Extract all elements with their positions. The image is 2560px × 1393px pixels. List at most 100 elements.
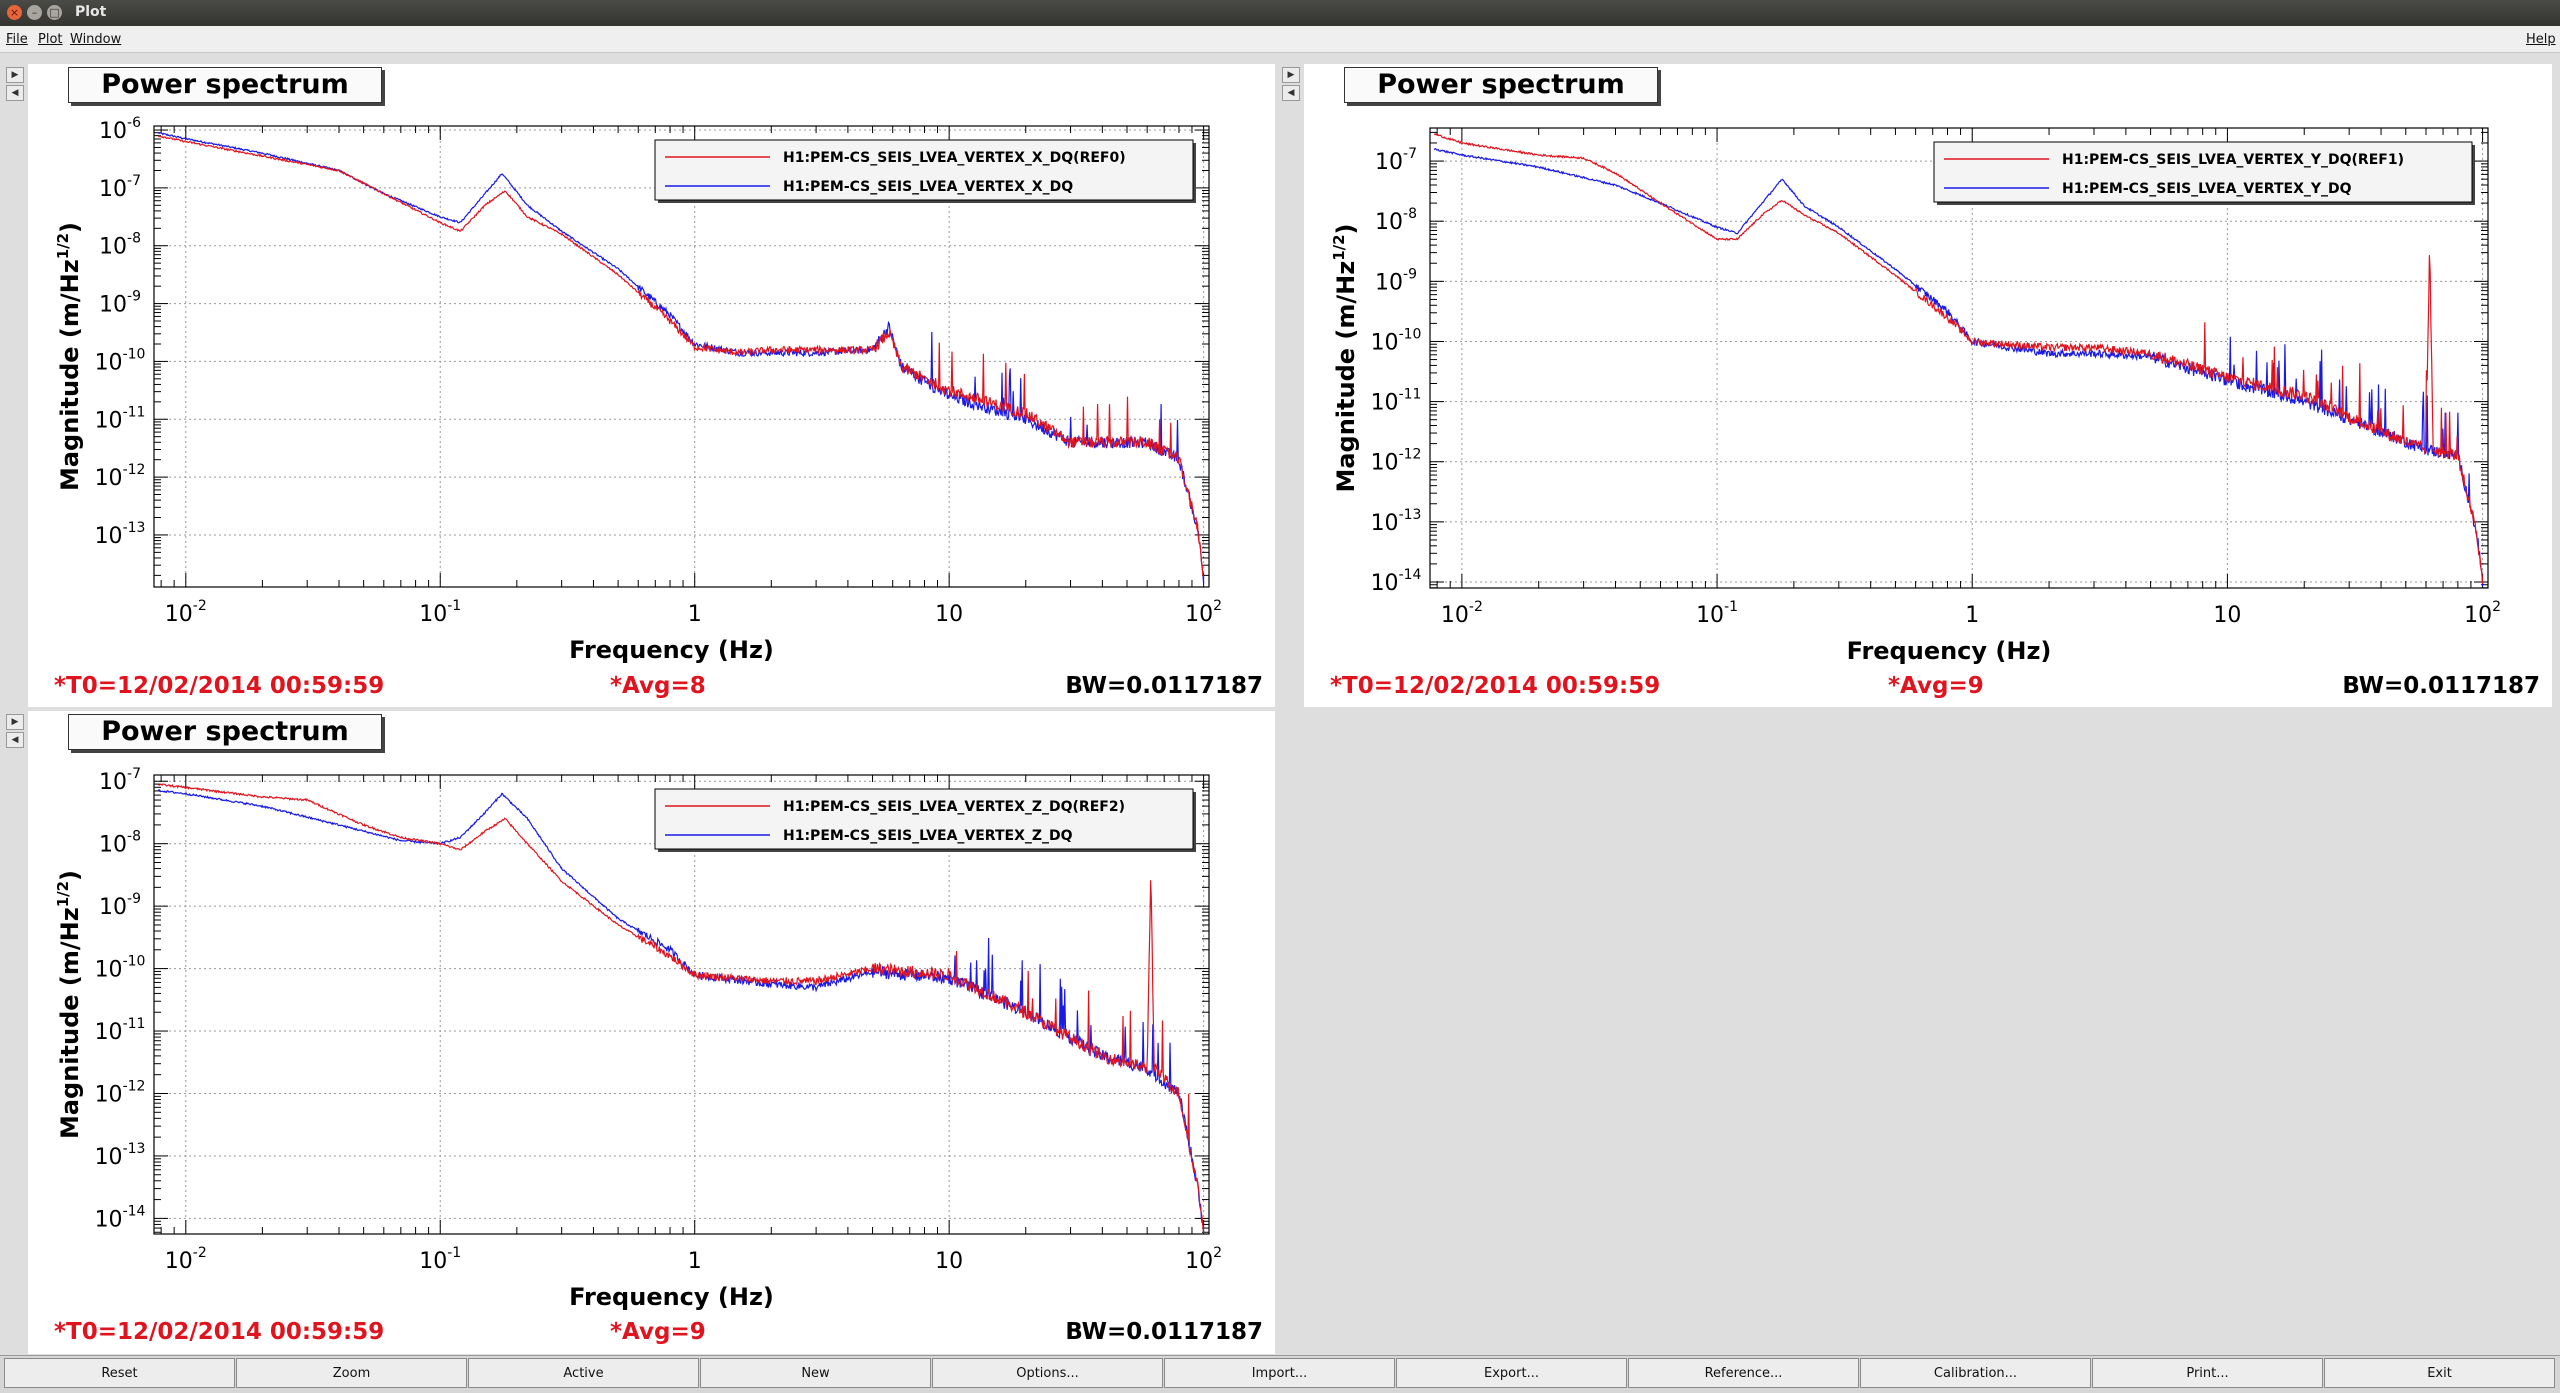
zoom-button[interactable]: Zoom [236, 1358, 467, 1388]
y-axis-label: Magnitude (m/Hz1/2) [54, 870, 84, 1139]
plot-frame [153, 125, 1210, 588]
y-tick-label: 10-14 [1371, 567, 1422, 596]
spectrum-panel-x[interactable]: Power spectrum 10-2 10-1 1 10 102 10-6 10-7 10-… [28, 64, 1275, 707]
x-axis-label: Frequency (Hz) [569, 1283, 774, 1311]
pad-collapse-left-icon[interactable]: ◀ [6, 732, 24, 748]
window-title: Plot [75, 4, 107, 20]
y-tick-label: 10-8 [99, 829, 141, 858]
pad-expand-right-icon[interactable]: ▶ [6, 714, 24, 730]
pad-expand-right-icon[interactable]: ▶ [6, 67, 24, 83]
menu-plot[interactable]: Plot [38, 32, 63, 47]
button-bar: Reset Zoom Active New Options... Import.… [0, 1355, 2560, 1393]
legend-entry: H1:PEM-CS_SEIS_LVEA_VERTEX_Y_DQ(REF1) [2062, 152, 2404, 168]
legend-entry: H1:PEM-CS_SEIS_LVEA_VERTEX_Z_DQ(REF2) [783, 799, 1125, 815]
bw-label: BW=0.0117187 [1065, 1319, 1263, 1345]
minimize-icon[interactable]: – [27, 5, 42, 20]
panel-title: Power spectrum [68, 67, 382, 103]
y-tick-label: 10-7 [99, 173, 141, 202]
y-tick-label: 10-14 [95, 1203, 146, 1232]
x-tick-label: 102 [1185, 1245, 1222, 1274]
y-tick-label: 10-9 [99, 289, 141, 318]
series-line [1433, 132, 2484, 584]
options-button[interactable]: Options... [932, 1358, 1163, 1388]
x-tick-label: 10 [935, 602, 963, 627]
y-tick-label: 10-12 [95, 1078, 146, 1107]
export-button[interactable]: Export... [1396, 1358, 1627, 1388]
y-tick-label: 10-11 [95, 404, 146, 433]
window-titlebar: × – □ Plot [0, 0, 2560, 26]
import-button[interactable]: Import... [1164, 1358, 1395, 1388]
y-tick-label: 10-12 [95, 462, 146, 491]
x-axis-label: Frequency (Hz) [1847, 637, 2052, 665]
y-axis-label: Magnitude (m/Hz1/2) [1330, 223, 1360, 492]
menu-help[interactable]: Help [2526, 32, 2556, 47]
close-icon[interactable]: × [7, 5, 22, 20]
y-tick-label: 10-7 [1375, 146, 1417, 175]
panel-title: Power spectrum [68, 714, 382, 750]
menu-bar: File Plot Window Help [0, 26, 2560, 53]
y-tick-label: 10-12 [1371, 447, 1422, 476]
pad-collapse-left-icon[interactable]: ◀ [6, 85, 24, 101]
y-tick-label: 10-10 [1371, 326, 1422, 355]
legend-entry: H1:PEM-CS_SEIS_LVEA_VERTEX_X_DQ [783, 179, 1073, 195]
power-spectrum-chart-z[interactable]: 10-2 10-1 1 10 10210-710-810-910-1010-1110-1… [28, 711, 1275, 1354]
active-button[interactable]: Active [468, 1358, 699, 1388]
y-tick-label: 10-13 [95, 1141, 146, 1170]
legend-entry: H1:PEM-CS_SEIS_LVEA_VERTEX_Z_DQ [783, 828, 1073, 844]
legend-box [1933, 141, 2473, 203]
y-tick-label: 10-7 [99, 766, 141, 795]
series-line [158, 135, 1205, 578]
x-tick-label: 1 [1965, 603, 1979, 628]
t0-label: *T0=12/02/2014 00:59:59 [54, 1319, 385, 1345]
y-tick-label: 10-11 [95, 1016, 146, 1045]
power-spectrum-chart-y[interactable]: 10-2 10-1 1 10 10210-710-810-910-1010-1110-1… [1304, 64, 2552, 707]
x-axis-label: Frequency (Hz) [569, 636, 774, 664]
x-tick-label: 10-2 [1441, 599, 1483, 628]
power-spectrum-chart-x[interactable]: 10-2 10-1 1 10 10210-610-710-810-910-1010-11… [28, 64, 1275, 707]
avg-label: *Avg=9 [610, 1319, 706, 1345]
panel-title: Power spectrum [1344, 67, 1658, 103]
pad-collapse-left-icon[interactable]: ◀ [1282, 85, 1300, 101]
pad-expand-right-icon[interactable]: ▶ [1282, 67, 1300, 83]
spectrum-panel-z[interactable]: Power spectrum 10-2 10-1 1 10 102 10-7 10-8 10-… [28, 711, 1275, 1354]
print-button[interactable]: Print... [2092, 1358, 2323, 1388]
menu-file[interactable]: File [6, 32, 28, 47]
x-tick-label: 10-1 [419, 1245, 461, 1274]
y-tick-label: 10-13 [1371, 507, 1422, 536]
calibration-button[interactable]: Calibration... [1860, 1358, 2091, 1388]
y-tick-label: 10-9 [1375, 266, 1417, 295]
y-tick-label: 10-11 [1371, 387, 1422, 416]
plot-frame [1429, 127, 2489, 589]
exit-button[interactable]: Exit [2324, 1358, 2555, 1388]
t0-label: *T0=12/02/2014 00:59:59 [54, 673, 385, 699]
plot-frame [153, 774, 1210, 1235]
y-tick-label: 10-10 [95, 346, 146, 375]
bw-label: BW=0.0117187 [1065, 673, 1263, 699]
x-tick-label: 102 [1185, 598, 1222, 627]
new-button[interactable]: New [700, 1358, 931, 1388]
menu-window[interactable]: Window [70, 32, 122, 47]
reset-button[interactable]: Reset [4, 1358, 235, 1388]
spectrum-panel-y[interactable]: Power spectrum 10-2 10-1 1 10 102 10-7 10-8 10-… [1304, 64, 2552, 707]
y-tick-label: 10-9 [99, 891, 141, 920]
x-tick-label: 10 [935, 1249, 963, 1274]
y-tick-label: 10-10 [95, 954, 146, 983]
x-tick-label: 10-2 [165, 598, 207, 627]
t0-label: *T0=12/02/2014 00:59:59 [1330, 673, 1661, 699]
y-tick-label: 10-6 [99, 115, 141, 144]
y-tick-label: 10-8 [99, 231, 141, 260]
maximize-icon[interactable]: □ [47, 5, 62, 20]
x-tick-label: 10-1 [1696, 599, 1738, 628]
bw-label: BW=0.0117187 [2342, 673, 2540, 699]
x-tick-label: 1 [688, 1249, 702, 1274]
x-tick-label: 1 [688, 602, 702, 627]
legend-entry: H1:PEM-CS_SEIS_LVEA_VERTEX_Y_DQ [2062, 181, 2352, 197]
x-tick-label: 10-1 [419, 598, 461, 627]
legend-entry: H1:PEM-CS_SEIS_LVEA_VERTEX_X_DQ(REF0) [783, 150, 1126, 166]
y-axis-label: Magnitude (m/Hz1/2) [54, 222, 84, 491]
x-tick-label: 10 [2213, 603, 2241, 628]
avg-label: *Avg=9 [1888, 673, 1984, 699]
y-tick-label: 10-8 [1375, 206, 1417, 235]
legend-box [654, 788, 1194, 850]
reference-button[interactable]: Reference... [1628, 1358, 1859, 1388]
